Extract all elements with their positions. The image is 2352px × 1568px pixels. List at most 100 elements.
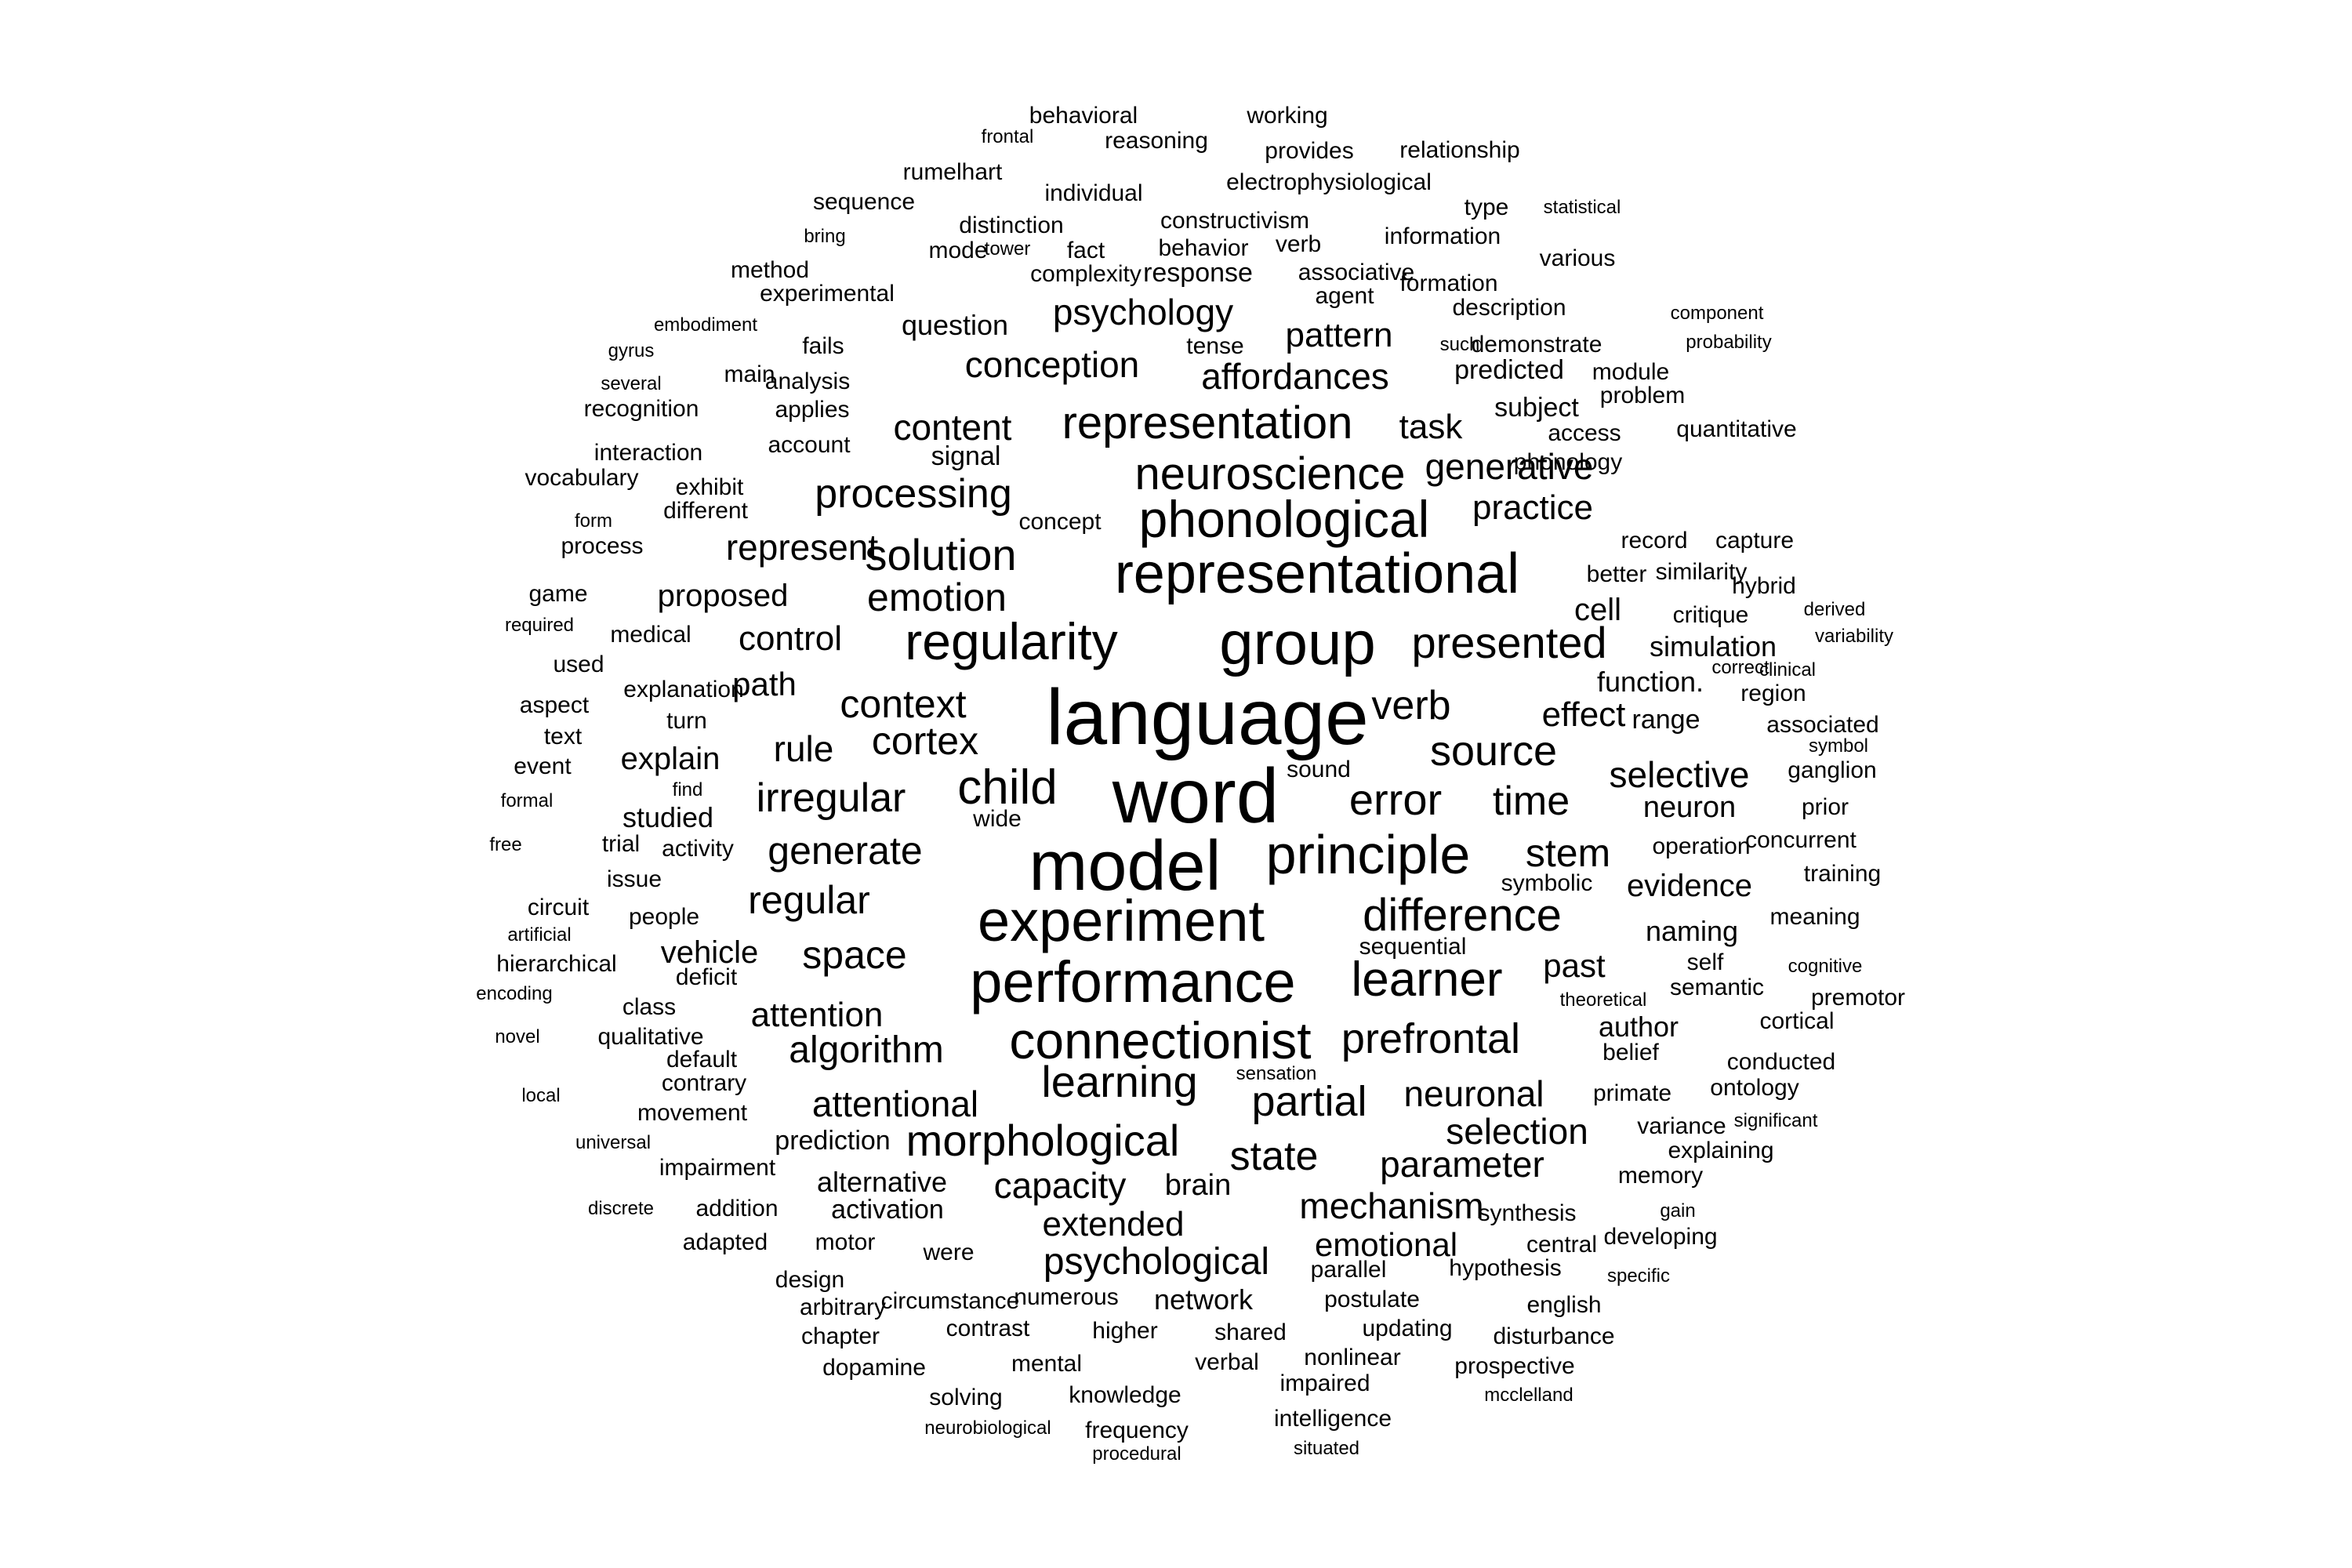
cloud-word: verb <box>1371 683 1451 728</box>
cloud-word: explaining <box>1668 1138 1774 1163</box>
cloud-word: parallel <box>1310 1257 1387 1283</box>
cloud-word: mental <box>1011 1351 1083 1377</box>
cloud-word: variability <box>1814 626 1894 647</box>
cloud-word: affordances <box>1201 356 1389 397</box>
cloud-word: component <box>1670 303 1764 324</box>
cloud-word: selective <box>1609 754 1750 795</box>
cloud-word: ontology <box>1710 1075 1799 1101</box>
cloud-word: module <box>1592 359 1670 385</box>
cloud-word: process <box>561 533 644 559</box>
cloud-word: nonlinear <box>1304 1345 1401 1370</box>
cloud-word: higher <box>1092 1318 1158 1344</box>
cloud-word: contrast <box>946 1316 1030 1341</box>
cloud-word: symbolic <box>1501 870 1593 896</box>
cloud-word: wide <box>973 806 1022 832</box>
cloud-word: novel <box>495 1026 540 1047</box>
cloud-word: state <box>1229 1134 1319 1179</box>
cloud-word: control <box>738 619 843 658</box>
cloud-word: formation <box>1399 270 1498 296</box>
cloud-word: subject <box>1494 393 1579 423</box>
cloud-word: generative <box>1425 446 1594 487</box>
cloud-word: find <box>672 779 703 800</box>
cloud-word: free <box>489 834 522 855</box>
cloud-word: event <box>514 753 572 779</box>
cloud-word: sequence <box>812 189 916 215</box>
cloud-word: alternative <box>816 1166 948 1198</box>
cloud-word: extended <box>1042 1205 1185 1243</box>
cloud-word: similarity <box>1655 559 1748 585</box>
cloud-word: applies <box>775 397 850 423</box>
cloud-word: circumstance <box>880 1288 1020 1314</box>
cloud-word: fails <box>802 333 844 359</box>
cloud-word: prefrontal <box>1341 1015 1521 1062</box>
cloud-word: information <box>1384 223 1501 249</box>
cloud-word: numerous <box>1014 1284 1119 1310</box>
cloud-word: function. <box>1596 666 1704 698</box>
cloud-word: memory <box>1617 1163 1704 1189</box>
cloud-word: sound <box>1287 757 1351 782</box>
cloud-word: hybrid <box>1732 573 1796 599</box>
cloud-word: representational <box>1114 543 1520 605</box>
cloud-word: past <box>1543 947 1606 984</box>
cloud-word: electrophysiological <box>1226 169 1432 195</box>
cloud-word: task <box>1399 408 1463 446</box>
cloud-word: evidence <box>1626 869 1753 903</box>
cloud-word: statistical <box>1543 197 1621 218</box>
cloud-word: developing <box>1603 1224 1718 1250</box>
cloud-word: situated <box>1293 1438 1360 1459</box>
cloud-word: prospective <box>1454 1353 1575 1379</box>
cloud-word: form <box>575 510 612 532</box>
cloud-word: central <box>1526 1232 1598 1258</box>
cloud-word: frequency <box>1085 1417 1189 1443</box>
cloud-word: range <box>1632 705 1700 735</box>
cloud-word: were <box>923 1240 975 1265</box>
cloud-word: vehicle <box>660 935 759 970</box>
cloud-word: capture <box>1715 528 1795 554</box>
cloud-word: people <box>628 904 700 930</box>
cloud-word: signal <box>931 441 1001 471</box>
cloud-word: associated <box>1766 712 1879 738</box>
cloud-word: neuronal <box>1403 1073 1544 1114</box>
cloud-word: record <box>1621 528 1688 554</box>
cloud-word: selection <box>1446 1111 1588 1152</box>
cloud-word: discrete <box>587 1198 655 1219</box>
cloud-word: time <box>1492 779 1570 824</box>
cloud-word: partial <box>1251 1078 1367 1125</box>
cloud-word: cortical <box>1759 1008 1835 1034</box>
cloud-word: belief <box>1602 1040 1659 1065</box>
cloud-word: naming <box>1645 915 1739 947</box>
cloud-word: shared <box>1214 1319 1287 1345</box>
cloud-word: emotional <box>1314 1226 1458 1263</box>
cloud-word: premotor <box>1810 985 1906 1011</box>
cloud-word: training <box>1803 861 1882 887</box>
cloud-word: main <box>724 361 775 387</box>
cloud-word: aspect <box>519 692 590 718</box>
cloud-word: variance <box>1637 1113 1726 1139</box>
cloud-word: predicted <box>1454 355 1564 385</box>
cloud-word: adapted <box>682 1229 768 1255</box>
cloud-word: group <box>1219 608 1376 677</box>
cloud-word: prediction <box>775 1126 891 1156</box>
cloud-word: learning <box>1041 1057 1198 1106</box>
cloud-word: sensation <box>1236 1063 1317 1084</box>
cloud-word: behavior <box>1158 235 1249 261</box>
cloud-word: neuron <box>1642 791 1737 824</box>
cloud-word: impairment <box>659 1155 776 1181</box>
cloud-word: trial <box>601 831 641 857</box>
cloud-word: tower <box>984 238 1031 260</box>
cloud-word: parameter <box>1380 1144 1544 1185</box>
cloud-word: specific <box>1606 1265 1671 1287</box>
cloud-word: individual <box>1044 180 1143 206</box>
cloud-word: hypothesis <box>1449 1255 1562 1281</box>
cloud-word: knowledge <box>1069 1382 1181 1408</box>
cloud-word: addition <box>695 1196 779 1221</box>
cloud-word: contrary <box>661 1070 747 1096</box>
cloud-word: chapter <box>800 1323 880 1349</box>
cloud-word: local <box>521 1085 561 1106</box>
cloud-word: movement <box>637 1100 748 1126</box>
cloud-word: hierarchical <box>496 951 617 977</box>
cloud-word: phonological <box>1138 490 1430 548</box>
cloud-word: explain <box>620 742 720 776</box>
cloud-word: meaning <box>1769 904 1860 930</box>
